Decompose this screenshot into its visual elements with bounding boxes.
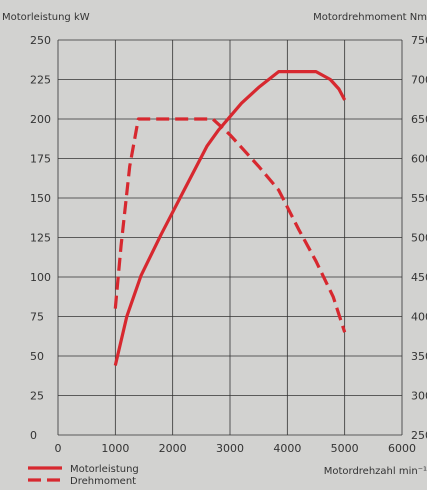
y-right-tick-label: 250	[411, 429, 427, 442]
legend-label-drehmoment: Drehmoment	[70, 476, 136, 487]
x-tick-label: 4000	[273, 442, 301, 455]
y-left-tick-label: 50	[30, 350, 44, 363]
y-right-tick-label: 450	[411, 271, 427, 284]
x-tick-label: 2000	[159, 442, 187, 455]
y-left-tick-label: 0	[30, 429, 37, 442]
y-right-tick-label: 750	[411, 34, 427, 47]
y-left-tick-label: 200	[30, 113, 51, 126]
y-right-tick-label: 550	[411, 192, 427, 205]
y-right-tick-label: 600	[411, 153, 427, 166]
y-left-tick-label: 25	[30, 390, 44, 403]
legend-label-motorleistung: Motorleistung	[70, 464, 139, 475]
y-right-tick-label: 700	[411, 74, 427, 87]
x-tick-label: 5000	[331, 442, 359, 455]
x-tick-label: 6000	[388, 442, 416, 455]
series-line-drehmoment	[113, 117, 347, 333]
series-line-motorleistung	[113, 70, 347, 366]
y-left-tick-label: 75	[30, 311, 44, 324]
y-left-tick-label: 150	[30, 192, 51, 205]
x-tick-label: 1000	[101, 442, 129, 455]
y-left-tick-label: 225	[30, 74, 51, 87]
y-right-tick-label: 300	[411, 390, 427, 403]
y-right-tick-label: 500	[411, 232, 427, 245]
series-group	[113, 70, 347, 366]
y-left-axis-title: Motorleistung kW	[2, 12, 90, 23]
x-tick-label: 0	[55, 442, 62, 455]
x-axis-title: Motordrehzahl min⁻¹	[324, 466, 427, 477]
x-tick-label: 3000	[216, 442, 244, 455]
y-right-tick-label: 650	[411, 113, 427, 126]
y-left-tick-label: 100	[30, 271, 51, 284]
grid	[57, 39, 403, 436]
y-right-tick-label: 350	[411, 350, 427, 363]
y-right-axis-title: Motordrehmoment Nm	[313, 12, 427, 23]
tick-labels: 0 1000 2000 3000 4000 5000 6000 0 250 25 300 50 350 7…	[30, 34, 427, 455]
y-left-tick-label: 175	[30, 153, 51, 166]
y-left-tick-label: 125	[30, 232, 51, 245]
y-left-tick-label: 250	[30, 34, 51, 47]
y-right-tick-label: 400	[411, 311, 427, 324]
